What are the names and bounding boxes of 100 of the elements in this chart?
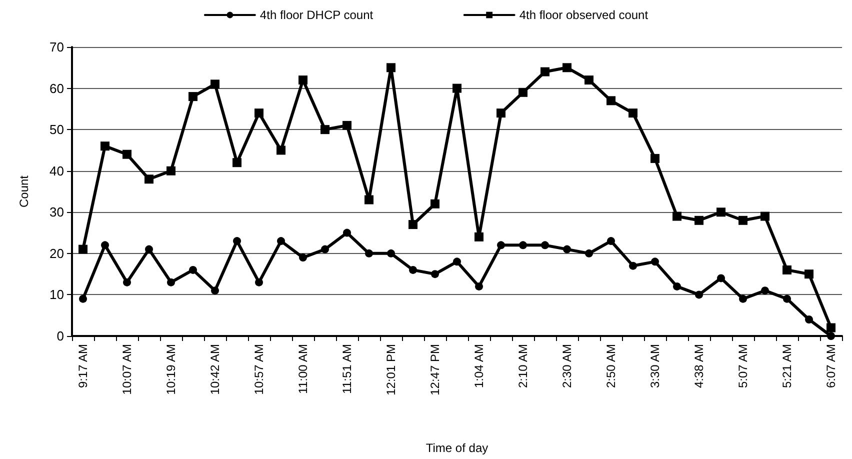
y-tick-label: 10 <box>50 287 64 302</box>
x-tick-label: 5:07 AM <box>736 344 750 388</box>
point <box>672 212 682 221</box>
point <box>320 125 330 134</box>
x-tick-label: 10:57 AM <box>252 344 266 395</box>
x-axis-title: Time of day <box>426 441 488 455</box>
x-tick-label: 12:47 PM <box>428 344 442 396</box>
y-tick-label: 40 <box>50 163 64 178</box>
point <box>585 249 593 258</box>
point <box>408 220 418 230</box>
point <box>739 294 747 303</box>
x-tick-label: 2:10 AM <box>516 344 530 388</box>
point <box>584 76 594 85</box>
x-tick-label: 11:00 AM <box>296 344 310 394</box>
point <box>496 108 506 118</box>
y-tick-label: 20 <box>50 246 64 261</box>
point <box>321 245 329 254</box>
point <box>123 278 131 286</box>
point <box>760 212 770 221</box>
point <box>716 208 726 217</box>
point <box>694 216 704 225</box>
point <box>563 245 571 254</box>
point <box>145 245 153 254</box>
point <box>386 63 396 72</box>
y-tick-label: 50 <box>50 122 64 138</box>
point <box>101 241 109 250</box>
point <box>233 237 241 246</box>
point <box>804 270 814 279</box>
point <box>167 278 175 286</box>
point <box>783 294 791 303</box>
point <box>629 262 637 270</box>
point <box>761 286 769 295</box>
legend-label: 4th floor DHCP count <box>260 8 374 22</box>
point <box>628 108 638 118</box>
legend-label: 4th floor observed count <box>519 8 649 22</box>
point <box>673 282 681 290</box>
point <box>452 84 462 93</box>
point <box>100 142 110 151</box>
x-tick-label: 9:17 AM <box>76 344 90 388</box>
point <box>717 274 725 282</box>
point <box>541 241 549 250</box>
point <box>276 146 286 155</box>
point <box>365 249 373 258</box>
point <box>519 241 527 250</box>
x-tick-label: 3:30 AM <box>648 344 662 388</box>
y-tick-label: 70 <box>50 40 64 54</box>
x-tick-label: 2:30 AM <box>560 344 574 388</box>
y-axis-title: Count <box>17 174 31 208</box>
point <box>453 258 461 266</box>
point <box>364 195 374 204</box>
point <box>805 315 813 324</box>
point <box>343 228 351 237</box>
point <box>254 108 264 118</box>
point <box>232 158 242 168</box>
point <box>607 237 615 246</box>
point <box>826 323 836 332</box>
point <box>188 92 198 102</box>
x-tick-label: 10:19 AM <box>164 344 178 395</box>
point <box>540 67 550 76</box>
point <box>277 237 285 246</box>
x-tick-label: 2:50 AM <box>604 344 618 388</box>
point <box>738 216 748 225</box>
point <box>299 254 307 262</box>
point <box>298 76 308 85</box>
point <box>695 290 703 299</box>
point <box>497 241 505 250</box>
point <box>189 266 197 274</box>
x-tick-label: 10:07 AM <box>120 344 134 395</box>
x-tick-label: 5:21 AM <box>780 344 794 388</box>
point <box>387 249 395 258</box>
y-tick-label: 0 <box>56 328 64 344</box>
x-tick-label: 1:04 AM <box>472 344 486 388</box>
point <box>562 63 572 72</box>
y-tick-label: 30 <box>50 204 64 220</box>
x-tick-label: 6:07 AM <box>824 344 838 388</box>
point <box>210 80 220 89</box>
point <box>827 332 835 340</box>
point <box>475 282 483 290</box>
point <box>606 96 616 106</box>
point <box>651 258 659 266</box>
point <box>782 265 792 274</box>
point <box>342 120 352 130</box>
x-tick-label: 11:51 AM <box>340 344 354 394</box>
point <box>79 294 87 303</box>
point <box>78 244 88 254</box>
point <box>122 150 132 159</box>
point <box>518 88 528 97</box>
x-tick-label: 10:42 AM <box>208 344 222 395</box>
y-tick-label: 60 <box>50 80 64 96</box>
point <box>650 154 660 163</box>
point <box>474 232 484 242</box>
point <box>144 174 154 184</box>
point <box>255 278 263 286</box>
point <box>166 166 176 176</box>
point <box>409 266 417 274</box>
point <box>211 286 219 295</box>
point <box>430 199 440 208</box>
x-tick-label: 4:38 AM <box>692 344 706 388</box>
point <box>431 270 439 278</box>
x-tick-label: 12:01 PM <box>384 344 398 396</box>
